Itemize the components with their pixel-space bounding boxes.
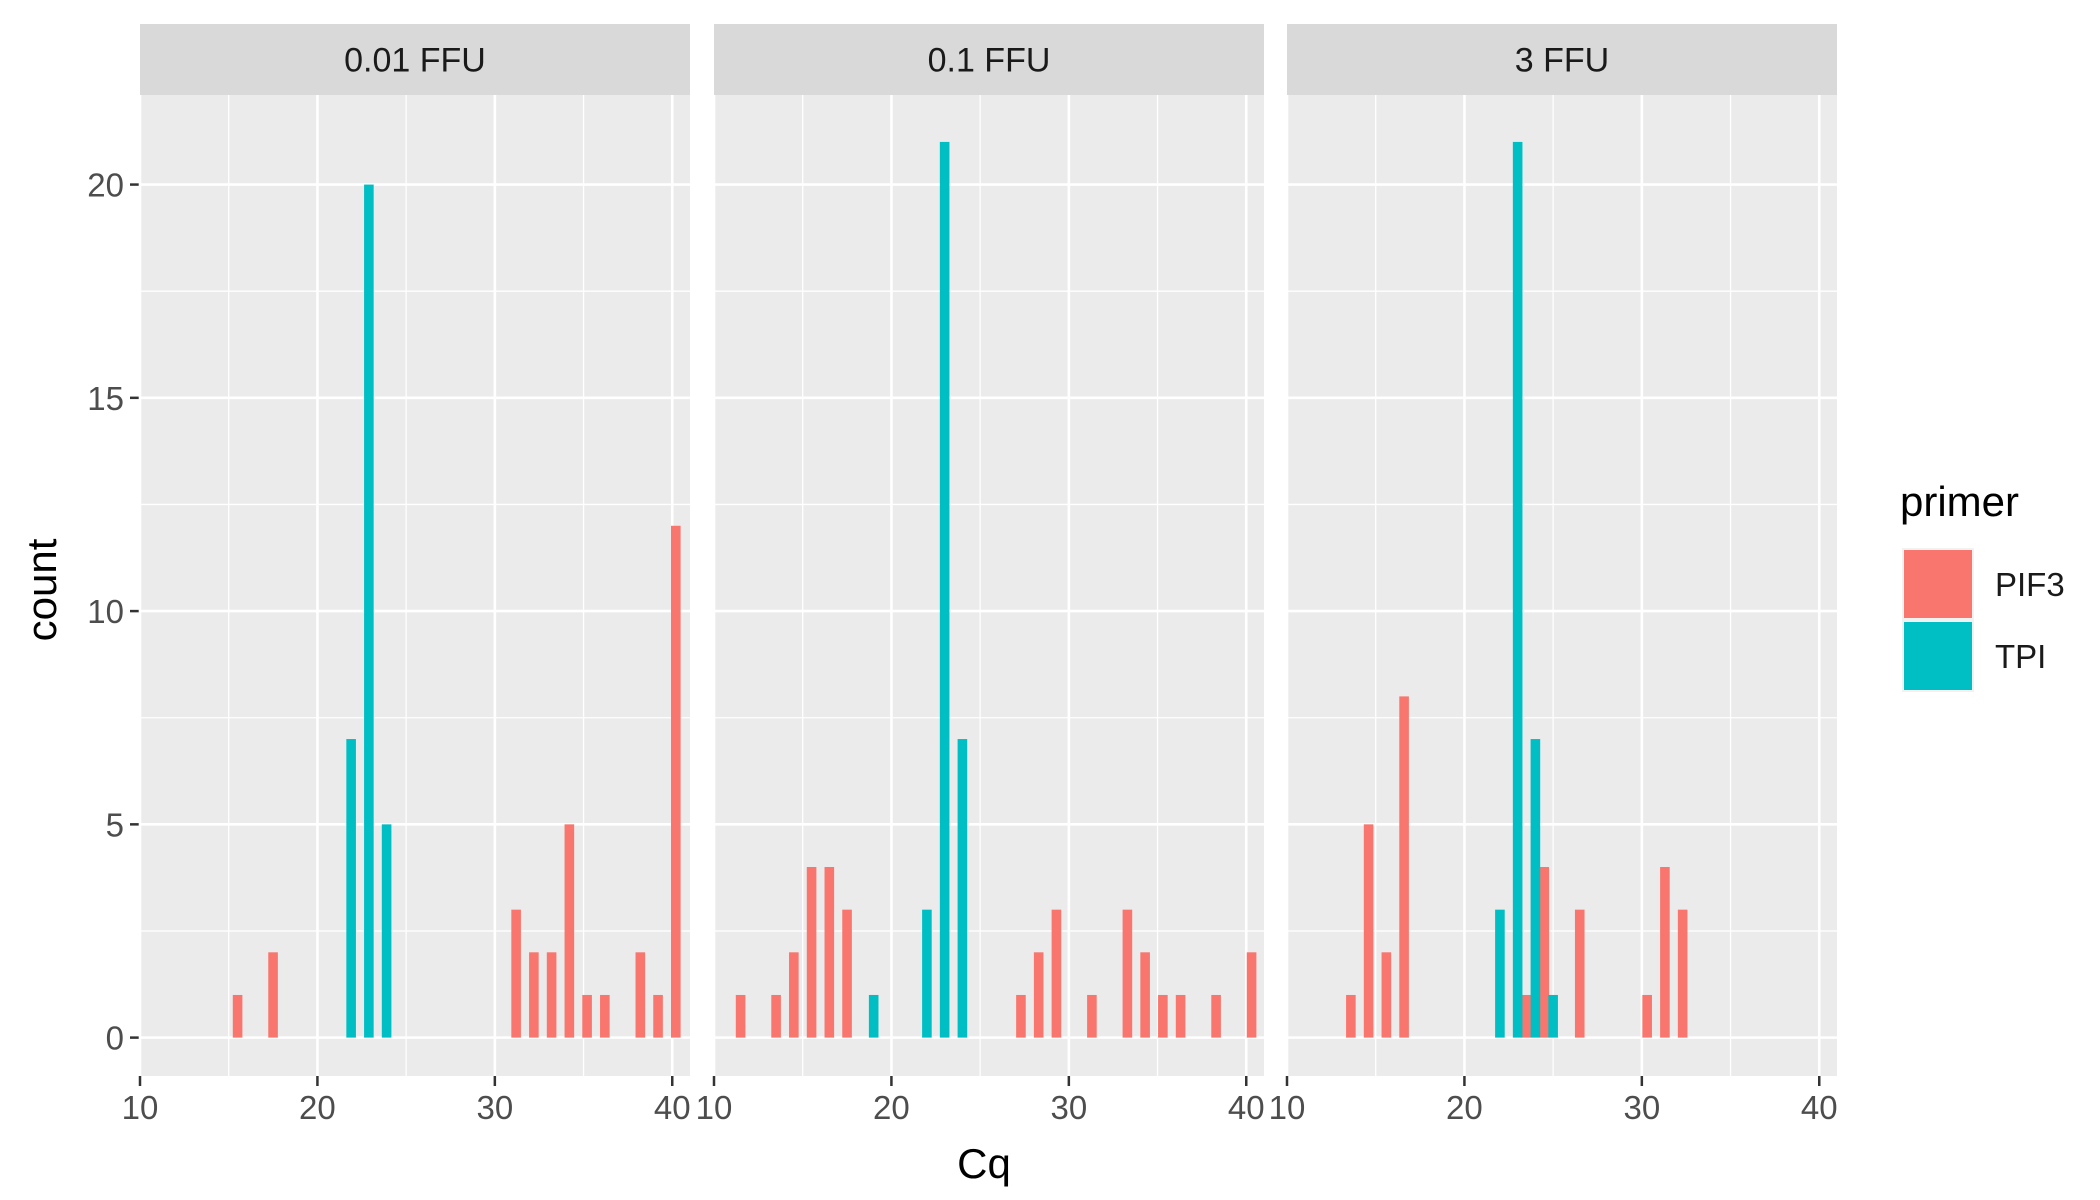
panel-background bbox=[140, 95, 690, 1076]
x-tick-label: 30 bbox=[476, 1089, 513, 1126]
bar-pif3 bbox=[671, 525, 681, 1038]
x-tick-label: 20 bbox=[1446, 1089, 1483, 1126]
legend-label-pif3: PIF3 bbox=[1995, 566, 2065, 603]
legend-swatch-tpi bbox=[1904, 622, 1972, 690]
bar-pif3 bbox=[1158, 994, 1168, 1038]
bar-pif3 bbox=[529, 952, 539, 1038]
bar-tpi bbox=[1548, 994, 1558, 1038]
bar-pif3 bbox=[1346, 994, 1356, 1038]
x-tick-label: 40 bbox=[1228, 1089, 1265, 1126]
panel-0-1-ffu: 0.1 FFU 10 20 30 40 bbox=[696, 24, 1265, 1126]
legend: primer PIF3 TPI bbox=[1900, 478, 2065, 692]
bar-pif3 bbox=[735, 994, 746, 1038]
bar-pif3 bbox=[1574, 909, 1585, 1038]
panel-3-ffu: 3 FFU 10 20 30 40 bbox=[1269, 24, 1838, 1126]
bar-pif3 bbox=[1363, 824, 1374, 1038]
bar-tpi bbox=[922, 909, 932, 1038]
bar-pif3 bbox=[1051, 909, 1062, 1038]
bar-pif3 bbox=[582, 994, 592, 1038]
bar-pif3 bbox=[1381, 952, 1392, 1038]
bar-pif3 bbox=[1033, 952, 1044, 1038]
bar-tpi bbox=[381, 824, 392, 1038]
bar-pif3 bbox=[1087, 994, 1097, 1038]
x-tick-label: 10 bbox=[122, 1089, 159, 1126]
panel-0-01-ffu: 0.01 FFU 10 20 30 40 bbox=[122, 24, 691, 1126]
bar-pif3 bbox=[789, 952, 799, 1038]
bar-pif3 bbox=[1660, 867, 1670, 1038]
bar-pif3 bbox=[546, 952, 557, 1038]
legend-label-tpi: TPI bbox=[1995, 638, 2046, 675]
y-tick-label: 20 bbox=[87, 167, 124, 204]
bar-pif3 bbox=[1539, 867, 1550, 1038]
x-tick-label: 10 bbox=[696, 1089, 733, 1126]
y-tick-label: 0 bbox=[106, 1020, 124, 1057]
bar-pif3 bbox=[1677, 909, 1688, 1038]
bar-pif3 bbox=[635, 952, 646, 1038]
facet-strip bbox=[714, 24, 1264, 95]
bar-pif3 bbox=[842, 909, 852, 1038]
bar-tpi bbox=[939, 141, 950, 1038]
bar-tpi bbox=[1495, 909, 1505, 1038]
bar-pif3 bbox=[1122, 909, 1133, 1038]
x-tick-label: 20 bbox=[299, 1089, 336, 1126]
x-tick-label: 40 bbox=[654, 1089, 691, 1126]
bar-pif3 bbox=[1521, 994, 1532, 1038]
bar-tpi bbox=[1512, 141, 1523, 1038]
facet-strip bbox=[1287, 24, 1837, 95]
bar-tpi bbox=[346, 739, 356, 1038]
bar-pif3 bbox=[564, 824, 575, 1038]
bar-pif3 bbox=[1175, 994, 1186, 1038]
y-tick-label: 10 bbox=[87, 593, 124, 630]
bar-pif3 bbox=[771, 994, 781, 1038]
bar-pif3 bbox=[232, 994, 243, 1038]
x-tick-label: 40 bbox=[1801, 1089, 1838, 1126]
facet-strip bbox=[140, 24, 690, 95]
facet-strip-label: 0.1 FFU bbox=[928, 42, 1051, 80]
bar-tpi bbox=[1530, 739, 1541, 1038]
bar-pif3 bbox=[1140, 952, 1150, 1038]
y-tick-label: 5 bbox=[106, 806, 124, 843]
bar-tpi bbox=[364, 184, 374, 1038]
bar-pif3 bbox=[1211, 994, 1221, 1038]
facet-strip-label: 3 FFU bbox=[1515, 42, 1609, 80]
x-tick-label: 30 bbox=[1050, 1089, 1087, 1126]
x-tick-label: 20 bbox=[873, 1089, 910, 1126]
bar-pif3 bbox=[511, 909, 521, 1038]
x-tick-label: 10 bbox=[1269, 1089, 1306, 1126]
bar-pif3 bbox=[1642, 994, 1652, 1038]
panel-background bbox=[1287, 95, 1837, 1076]
bar-pif3 bbox=[824, 867, 835, 1038]
x-tick-label: 30 bbox=[1623, 1089, 1660, 1126]
bar-pif3 bbox=[806, 867, 817, 1038]
y-axis-title: count bbox=[18, 538, 65, 641]
bar-pif3 bbox=[653, 994, 663, 1038]
bar-pif3 bbox=[600, 994, 610, 1038]
y-tick-label: 15 bbox=[87, 380, 124, 417]
bar-pif3 bbox=[1016, 994, 1026, 1038]
bar-pif3 bbox=[1246, 952, 1257, 1038]
x-axis-title: Cq bbox=[957, 1140, 1011, 1187]
legend-title: primer bbox=[1900, 478, 2019, 525]
legend-swatch-pif3 bbox=[1904, 550, 1972, 618]
bar-tpi bbox=[868, 994, 879, 1038]
facet-strip-label: 0.01 FFU bbox=[344, 42, 486, 80]
bar-tpi bbox=[957, 739, 968, 1038]
panel-background bbox=[714, 95, 1264, 1076]
bar-pif3 bbox=[1399, 696, 1409, 1038]
bar-pif3 bbox=[268, 952, 278, 1038]
